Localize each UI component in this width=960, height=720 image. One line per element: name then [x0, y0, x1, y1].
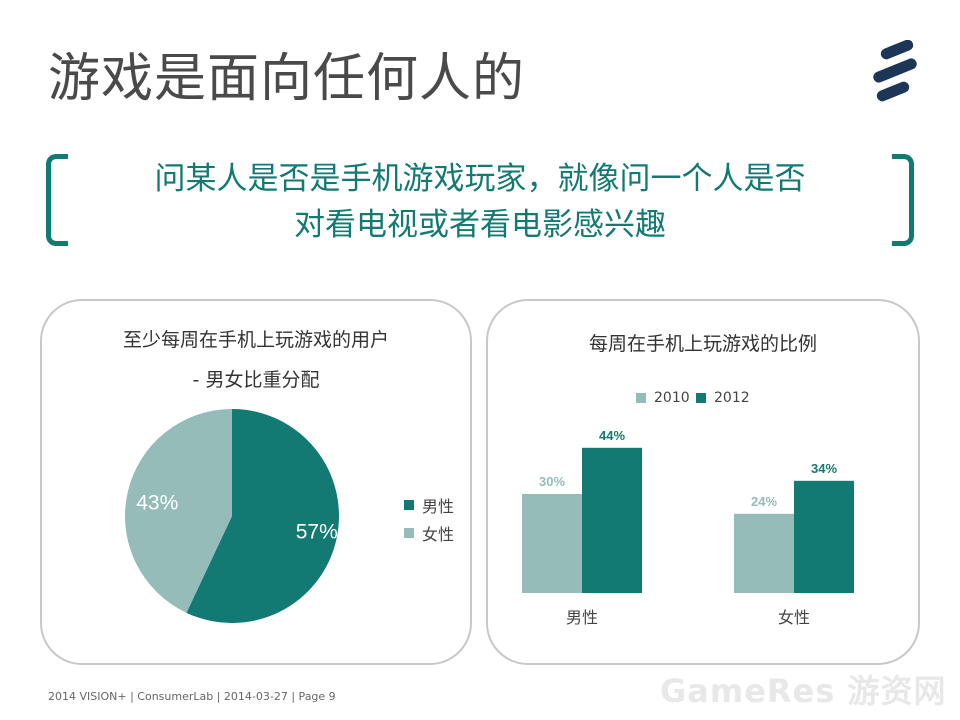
bar-label-2012-male: 44% [599, 428, 625, 443]
bar-label-2010-female: 24% [751, 494, 777, 509]
bar-label-2010-male: 30% [539, 474, 565, 489]
bar-2012-male [582, 447, 642, 593]
pie-slice-male [186, 409, 339, 623]
bar-chart-title: 每周在手机上玩游戏的比例 [588, 333, 817, 355]
pie-label-male: 57% [296, 520, 338, 543]
pie-chart-title-line-2: - 男女比重分配 [192, 369, 320, 391]
legend-swatch-2010 [636, 393, 646, 403]
pie-slice-female [125, 409, 232, 613]
legend-item-2012: 2012 [696, 390, 750, 406]
bar-chart-panel: 每周在手机上玩游戏的比例 2010 2012 30% 44% 男性 24% 34% 女性 [486, 299, 920, 665]
right-bracket [892, 154, 914, 246]
pie-chart-title-line-1: 至少每周在手机上玩游戏的用户 [122, 329, 389, 351]
legend-item-female: 女性 [404, 521, 454, 545]
category-label-male: 男性 [566, 609, 598, 627]
legend-swatch-male [404, 500, 414, 510]
bar-2010-male [522, 494, 582, 593]
bar-2010-female [734, 513, 794, 593]
legend-swatch-2012 [696, 393, 706, 403]
legend-label-male: 男性 [422, 497, 455, 516]
pie-chart-panel: 至少每周在手机上玩游戏的用户 - 男女比重分配 57% 43% 男性 女性 [40, 299, 472, 665]
quote-line-2: 对看电视或者看电影感兴趣 [294, 207, 666, 243]
quote-line-1: 问某人是否是手机游戏玩家，就像问一个人是否 [154, 161, 806, 197]
pie-label-female: 43% [136, 492, 178, 515]
category-label-female: 女性 [778, 608, 810, 627]
quote-text: 问某人是否是手机游戏玩家，就像问一个人是否 对看电视或者看电影感兴趣 [76, 156, 884, 248]
bar-chart: 30% 44% 男性 24% 34% 女性 [522, 428, 854, 627]
slide-title: 游戏是面向任何人的 [48, 49, 526, 109]
legend-item-2010: 2010 [636, 390, 690, 406]
legend-swatch-female [404, 528, 414, 538]
footer-text: 2014 VISION+ | ConsumerLab | 2014-03-27 … [48, 690, 336, 703]
legend-label-2012: 2012 [714, 390, 750, 406]
quote-block: 问某人是否是手机游戏玩家，就像问一个人是否 对看电视或者看电影感兴趣 [46, 154, 914, 246]
legend-label-2010: 2010 [654, 390, 690, 406]
left-bracket [46, 154, 68, 246]
watermark: GameRes 游资网 [660, 672, 947, 710]
bar-label-2012-female: 34% [811, 461, 837, 476]
pie-chart: 57% 43% [125, 409, 339, 623]
bar-2012-female [794, 480, 854, 593]
legend-label-female: 女性 [422, 525, 455, 544]
brand-logo-icon [873, 40, 917, 102]
legend-item-male: 男性 [404, 493, 454, 517]
